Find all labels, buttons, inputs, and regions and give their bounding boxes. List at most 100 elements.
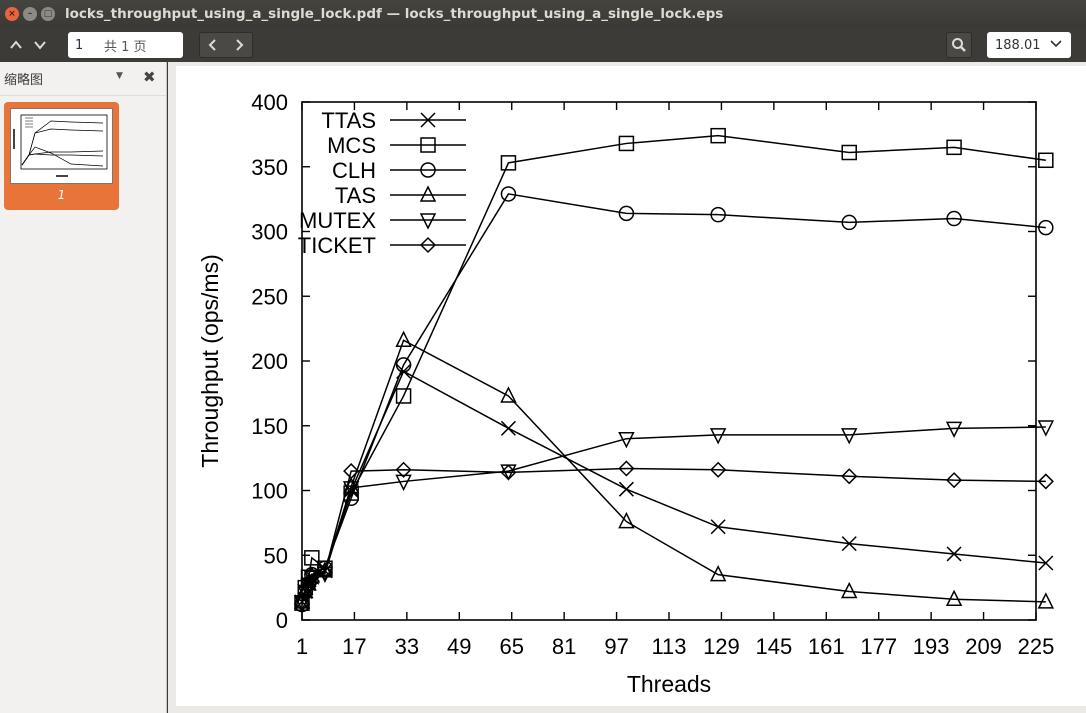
y-tick-label: 150 <box>251 414 288 439</box>
x-tick-label: 177 <box>860 634 897 659</box>
x-axis-label: Threads <box>627 671 711 697</box>
forward-button[interactable] <box>226 33 252 57</box>
previous-page-button[interactable] <box>4 33 28 57</box>
legend-marker-mutex <box>419 213 437 230</box>
chevron-down-icon <box>34 41 46 50</box>
current-page[interactable]: 1 <box>75 37 84 53</box>
document-viewer[interactable]: 0 50 100 150 200 250 300 350 400 1 17 33 49 65 81 97 113… <box>168 62 1086 713</box>
data-point-ticket <box>303 573 320 590</box>
data-point-ttas <box>946 546 962 562</box>
x-tick-label: 161 <box>808 634 845 659</box>
window-title: locks_throughput_using_a_single_lock.pdf… <box>65 6 724 22</box>
data-point-mcs <box>395 388 412 404</box>
back-button[interactable] <box>200 33 226 57</box>
data-point-mcs <box>304 550 320 566</box>
data-point-ticket <box>343 463 360 480</box>
legend-marker-ticket <box>419 236 437 254</box>
legend-label-ticket: TICKET <box>298 233 376 258</box>
x-tick-label: 81 <box>552 634 576 659</box>
data-point-clh <box>395 357 412 373</box>
data-point-ticket <box>841 468 858 485</box>
maximize-window-button[interactable]: □ <box>41 7 55 21</box>
chevron-down-icon <box>1050 40 1062 48</box>
series-line-clh <box>301 193 1046 605</box>
throughput-chart: 0 50 100 150 200 250 300 350 400 1 17 33 49 65 81 97 113… <box>197 90 1055 697</box>
data-point-mutex <box>945 421 963 439</box>
search-icon <box>952 38 966 52</box>
thumbnail-page-1[interactable]: 1 <box>4 102 119 210</box>
toolbar: 1 共 1 页 188.01 <box>0 28 1086 62</box>
window-controls: × – □ <box>5 7 55 21</box>
total-pages: 共 1 页 <box>104 39 147 55</box>
data-point-tas <box>395 330 412 348</box>
y-tick-label: 200 <box>251 349 288 374</box>
series-line-mutex <box>301 426 1046 603</box>
data-point-mutex <box>841 428 858 445</box>
thumbnail-image <box>10 108 113 184</box>
data-point-clh <box>500 186 517 202</box>
x-tick-label: 65 <box>499 634 523 659</box>
sidebar-header: 缩略图 ▼ ✖ <box>0 62 166 96</box>
sidebar-mode-dropdown[interactable]: ▼ <box>116 71 123 81</box>
x-tick-label: 17 <box>342 634 366 659</box>
data-point-mutex <box>709 428 727 445</box>
x-tick-label: 193 <box>913 634 950 659</box>
history-nav <box>199 32 253 58</box>
data-point-ttas <box>618 481 634 497</box>
chevron-right-icon <box>236 39 244 51</box>
data-point-ticket <box>316 564 333 581</box>
data-point-tas <box>618 511 635 529</box>
series-line-mcs <box>301 134 1046 604</box>
data-point-ticket <box>710 461 727 478</box>
data-point-ttas <box>710 519 726 535</box>
data-point-mcs <box>618 135 635 152</box>
thumbnail-preview <box>13 114 108 177</box>
data-point-tas <box>841 581 858 599</box>
series-line-ttas <box>301 370 1046 603</box>
x-tick-label: 145 <box>755 634 792 659</box>
close-sidebar-icon[interactable]: ✖ <box>143 68 156 86</box>
legend-label-mutex: MUTEX <box>299 208 376 233</box>
legend-marker-clh <box>420 162 436 178</box>
x-tick-label: 113 <box>651 634 686 659</box>
data-point-ticket <box>618 460 635 477</box>
data-point-clh <box>1038 219 1054 236</box>
data-point-clh <box>618 205 635 222</box>
data-point-ticket <box>293 595 311 612</box>
close-window-button[interactable]: × <box>5 7 19 21</box>
data-point-ticket <box>500 464 517 481</box>
legend-marker-ttas <box>420 112 436 128</box>
data-point-clh <box>710 206 726 223</box>
x-tick-label: 225 <box>1018 634 1055 659</box>
chevron-left-icon <box>208 39 216 51</box>
y-tick-label: 100 <box>251 479 288 504</box>
x-tick-label: 33 <box>395 634 419 659</box>
minimize-window-button[interactable]: – <box>23 7 37 21</box>
data-point-ticket <box>395 461 412 478</box>
legend-label-tas: TAS <box>335 183 376 208</box>
series-line-tas <box>301 339 1046 603</box>
x-tick-label: 209 <box>965 634 1002 659</box>
data-point-ticket <box>1037 473 1054 490</box>
search-button[interactable] <box>946 32 972 58</box>
next-page-button[interactable] <box>28 33 52 57</box>
data-point-mutex <box>342 481 360 498</box>
legend-label-clh: CLH <box>332 158 376 183</box>
data-point-mcs <box>946 139 962 156</box>
page-number-input[interactable]: 1 共 1 页 <box>68 32 183 58</box>
y-tick-label: 0 <box>276 608 288 633</box>
legend-label-ttas: TTAS <box>321 108 376 133</box>
x-tick-label: 49 <box>447 634 471 659</box>
data-point-ttas <box>1038 555 1054 571</box>
zoom-select[interactable]: 188.01 <box>987 32 1071 58</box>
legend-label-mcs: MCS <box>327 133 376 158</box>
chevron-up-icon <box>10 40 22 49</box>
y-tick-label: 350 <box>251 155 288 180</box>
data-point-tas <box>1037 592 1055 609</box>
data-point-tas <box>316 561 334 578</box>
x-tick-label: 129 <box>703 634 740 659</box>
data-point-mcs <box>1038 152 1054 169</box>
data-point-ttas <box>841 536 857 552</box>
x-tick-label: 97 <box>604 634 628 659</box>
legend-marker-tas <box>419 185 437 202</box>
